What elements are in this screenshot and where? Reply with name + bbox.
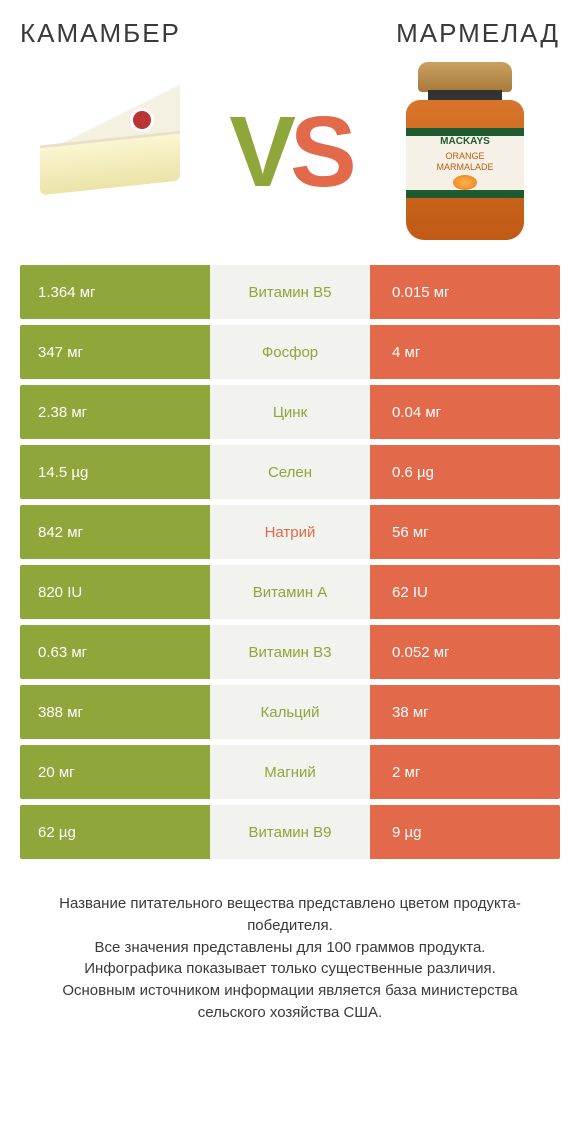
left-value: 14.5 µg <box>20 445 210 499</box>
table-row: 2.38 мгЦинк0.04 мг <box>20 385 560 439</box>
footer-line: Название питательного вещества представл… <box>40 893 540 937</box>
right-value: 0.04 мг <box>370 385 560 439</box>
right-value: 56 мг <box>370 505 560 559</box>
jar-brand: MACKAYS <box>440 136 490 148</box>
orange-icon <box>453 175 477 190</box>
table-row: 14.5 µgСелен0.6 µg <box>20 445 560 499</box>
table-row: 62 µgВитамин B99 µg <box>20 805 560 859</box>
right-value: 4 мг <box>370 325 560 379</box>
nutrient-name: Витамин B3 <box>210 625 370 679</box>
nutrient-name: Селен <box>210 445 370 499</box>
vs-label: VS <box>229 102 350 202</box>
right-product-image: MACKAYS ORANGE MARMALADE <box>380 67 550 237</box>
jar-line2: MARMALADE <box>436 162 493 173</box>
nutrient-name: Фосфор <box>210 325 370 379</box>
left-product-title: КАМАМБЕР <box>20 18 181 49</box>
footer-line: Основным источником информации является … <box>40 980 540 1024</box>
right-value: 9 µg <box>370 805 560 859</box>
nutrient-name: Витамин B5 <box>210 265 370 319</box>
hero-row: VS MACKAYS ORANGE MARMALADE <box>20 67 560 265</box>
footer-notes: Название питательного вещества представл… <box>20 893 560 1024</box>
nutrient-name: Цинк <box>210 385 370 439</box>
left-value: 388 мг <box>20 685 210 739</box>
left-value: 62 µg <box>20 805 210 859</box>
table-row: 820 IUВитамин A62 IU <box>20 565 560 619</box>
table-row: 388 мгКальций38 мг <box>20 685 560 739</box>
left-value: 347 мг <box>20 325 210 379</box>
footer-line: Все значения представлены для 100 граммо… <box>40 937 540 959</box>
left-value: 0.63 мг <box>20 625 210 679</box>
table-row: 0.63 мгВитамин B30.052 мг <box>20 625 560 679</box>
right-value: 0.6 µg <box>370 445 560 499</box>
cheese-icon <box>40 92 190 212</box>
left-value: 20 мг <box>20 745 210 799</box>
footer-line: Инфографика показывает только существенн… <box>40 958 540 980</box>
left-product-image <box>30 67 200 237</box>
right-value: 2 мг <box>370 745 560 799</box>
nutrient-table: 1.364 мгВитамин B50.015 мг 347 мгФосфор4 … <box>20 265 560 859</box>
nutrient-name: Витамин A <box>210 565 370 619</box>
vs-s: S <box>290 102 351 202</box>
nutrient-name: Витамин B9 <box>210 805 370 859</box>
left-value: 2.38 мг <box>20 385 210 439</box>
table-row: 842 мгНатрий56 мг <box>20 505 560 559</box>
nutrient-name: Натрий <box>210 505 370 559</box>
right-product-title: МАРМЕЛАД <box>396 18 560 49</box>
nutrient-name: Магний <box>210 745 370 799</box>
left-value: 820 IU <box>20 565 210 619</box>
jar-icon: MACKAYS ORANGE MARMALADE <box>400 62 530 242</box>
jar-line1: ORANGE <box>445 151 484 162</box>
right-value: 0.052 мг <box>370 625 560 679</box>
table-row: 20 мгМагний2 мг <box>20 745 560 799</box>
vs-v: V <box>229 102 290 202</box>
table-row: 1.364 мгВитамин B50.015 мг <box>20 265 560 319</box>
right-value: 0.015 мг <box>370 265 560 319</box>
right-value: 62 IU <box>370 565 560 619</box>
table-row: 347 мгФосфор4 мг <box>20 325 560 379</box>
left-value: 1.364 мг <box>20 265 210 319</box>
nutrient-name: Кальций <box>210 685 370 739</box>
left-value: 842 мг <box>20 505 210 559</box>
right-value: 38 мг <box>370 685 560 739</box>
title-row: КАМАМБЕР МАРМЕЛАД <box>20 18 560 49</box>
